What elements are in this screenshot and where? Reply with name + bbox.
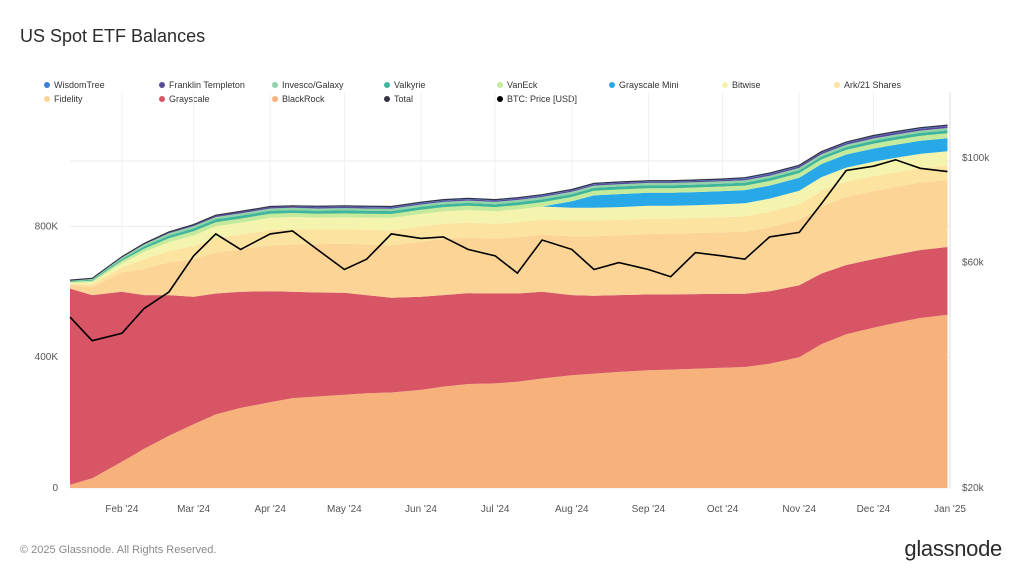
legend-swatch: [159, 82, 165, 88]
btc-price-line: [69, 158, 948, 342]
legend-swatch: [609, 82, 615, 88]
legend-label: Fidelity: [54, 94, 83, 104]
total-line: [69, 124, 948, 281]
glassnode-logo: glassnode: [904, 536, 1002, 561]
area-series: [70, 165, 948, 287]
legend-label: Bitwise: [732, 80, 761, 90]
area-series: [70, 128, 948, 281]
legend-item[interactable]: Grayscale Mini: [609, 80, 679, 90]
legend-label: Total: [394, 94, 414, 104]
area-series: [70, 133, 948, 283]
legend-label: Ark/21 Shares: [844, 80, 902, 90]
y-right-tick-label: $20k: [962, 483, 985, 494]
legend-item[interactable]: Franklin Templeton: [159, 80, 245, 90]
legend-item[interactable]: Grayscale: [159, 94, 210, 104]
legend-swatch: [159, 96, 165, 102]
legend-swatch: [44, 96, 50, 102]
x-tick-label: Jul '24: [481, 504, 510, 515]
legend-label: WisdomTree: [54, 80, 105, 90]
legend-swatch: [384, 96, 390, 102]
legend-label: Valkyrie: [394, 80, 426, 90]
legend-item[interactable]: Bitwise: [722, 80, 761, 90]
legend-item[interactable]: BTC: Price [USD]: [497, 94, 577, 104]
x-tick-label: May '24: [327, 504, 362, 515]
legend-item[interactable]: Invesco/Galaxy: [272, 80, 344, 90]
legend-label: Invesco/Galaxy: [282, 80, 344, 90]
legend-swatch: [272, 82, 278, 88]
x-tick-label: Aug '24: [555, 504, 589, 515]
legend-swatch: [497, 96, 503, 102]
copyright: © 2025 Glassnode. All Rights Reserved.: [20, 544, 217, 556]
y-right-tick-label: $100k: [962, 153, 990, 164]
legend-item[interactable]: Fidelity: [44, 94, 83, 104]
legend-item[interactable]: VanEck: [497, 80, 537, 90]
x-tick-label: Jan '25: [934, 504, 966, 515]
area-series: [70, 130, 948, 282]
legend-swatch: [722, 82, 728, 88]
x-tick-label: Dec '24: [857, 504, 891, 515]
legend-label: Franklin Templeton: [169, 80, 245, 90]
x-tick-label: Jun '24: [405, 504, 437, 515]
x-tick-label: Oct '24: [707, 504, 739, 515]
area-series: [70, 314, 948, 488]
legend-item[interactable]: WisdomTree: [44, 80, 105, 90]
legend-label: VanEck: [507, 80, 538, 90]
legend-swatch: [497, 82, 503, 88]
y-left-tick-label: 800K: [35, 221, 59, 232]
legend-label: BlackRock: [282, 94, 325, 104]
x-tick-label: Feb '24: [105, 504, 138, 515]
legend-swatch: [44, 82, 50, 88]
x-tick-label: Apr '24: [255, 504, 287, 515]
legend-item[interactable]: Valkyrie: [384, 80, 425, 90]
legend-label: BTC: Price [USD]: [507, 94, 578, 104]
y-left-tick-label: 0: [52, 483, 58, 494]
area-series: [70, 151, 948, 285]
x-tick-label: Nov '24: [782, 504, 816, 515]
legend-label: Grayscale Mini: [619, 80, 679, 90]
y-right-tick-label: $60k: [962, 258, 985, 269]
x-tick-label: Sep '24: [632, 504, 666, 515]
chart-title: US Spot ETF Balances: [20, 26, 206, 46]
legend-item[interactable]: Total: [384, 94, 413, 104]
area-series: [70, 247, 948, 485]
legend-item[interactable]: BlackRock: [272, 94, 325, 104]
area-series: [70, 180, 948, 298]
y-left-tick-label: 400K: [35, 352, 59, 363]
legend-swatch: [834, 82, 840, 88]
legend-swatch: [272, 96, 278, 102]
legend-label: Grayscale: [169, 94, 210, 104]
area-series: [70, 126, 948, 281]
legend-item[interactable]: Ark/21 Shares: [834, 80, 901, 90]
area-series: [70, 138, 948, 283]
x-tick-label: Mar '24: [177, 504, 210, 515]
legend-swatch: [384, 82, 390, 88]
